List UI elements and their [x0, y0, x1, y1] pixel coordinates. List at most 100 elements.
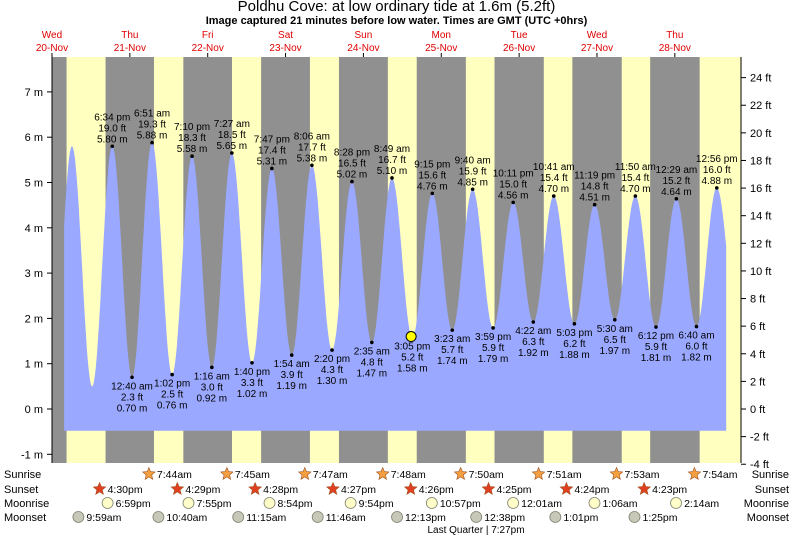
low-tide-label: 1.19 m	[276, 381, 307, 392]
sunrise-star-icon	[687, 466, 702, 480]
moonrise-row-label-left: Moonrise	[4, 498, 49, 510]
high-tide-label: 18.5 ft	[218, 130, 246, 141]
high-tide-label: 15.4 ft	[621, 173, 649, 184]
sunrise-row-label-right: Sunrise	[752, 469, 789, 481]
low-tide-label: 1:02 pm	[154, 379, 190, 390]
y-right-tick-label: 12 ft	[750, 238, 771, 250]
day-date-label: 24-Nov	[347, 43, 379, 54]
high-tide-marker	[150, 140, 154, 145]
moon-phase-label: Last Quarter | 7:27pm	[427, 525, 524, 536]
moonset-time: 12:13pm	[405, 512, 446, 524]
moonrise-time: 1:06am	[602, 498, 637, 510]
high-tide-marker	[430, 191, 435, 196]
low-tide-marker	[613, 317, 617, 322]
sunset-star-icon	[481, 481, 496, 495]
day-weekday-label: Fri	[202, 30, 214, 41]
moonrise-moon-icon	[344, 497, 357, 509]
high-tide-label: 4.88 m	[701, 176, 732, 187]
high-tide-label: 11:19 pm	[574, 171, 615, 182]
low-tide-label: 3:23 am	[434, 334, 470, 345]
day-date-label: 26-Nov	[503, 43, 535, 54]
low-tide-label: 5:30 am	[597, 324, 633, 335]
sunrise-time: 7:48am	[391, 469, 426, 481]
high-tide-label: 19.3 ft	[138, 120, 166, 131]
day-date-label: 21-Nov	[114, 43, 146, 54]
low-tide-label: 1.58 m	[397, 363, 428, 374]
high-tide-label: 4.56 m	[498, 190, 529, 201]
low-tide-label: 3.3 ft	[241, 378, 263, 389]
high-tide-label: 15.0 ft	[499, 179, 527, 190]
high-tide-label: 4.76 m	[417, 181, 448, 192]
high-tide-label: 11:50 am	[615, 162, 656, 173]
sunrise-time: 7:53am	[625, 469, 660, 481]
y-right-tick-label: 14 ft	[750, 211, 771, 223]
moonrise-moon-icon	[263, 497, 276, 509]
high-tide-marker	[230, 151, 234, 155]
sunset-star-icon	[326, 481, 340, 495]
sunset-star-icon	[403, 481, 418, 495]
sunrise-star-icon	[531, 466, 546, 480]
high-tide-label: 5.65 m	[217, 141, 248, 152]
sunrise-row-label-left: Sunrise	[4, 469, 41, 481]
high-tide-label: 7:47 pm	[254, 134, 290, 145]
night-band	[52, 57, 67, 463]
low-tide-label: 3:59 pm	[475, 332, 511, 343]
moonrise-row-label-right: Moonrise	[744, 498, 789, 510]
high-tide-marker	[714, 186, 719, 190]
high-tide-marker	[390, 176, 394, 180]
y-left-tick-label: 0 m	[25, 404, 43, 416]
moonrise-moon-icon	[425, 497, 438, 509]
moonrise-time: 10:57pm	[440, 498, 481, 510]
low-tide-label: 6:12 pm	[638, 331, 674, 342]
moonset-time: 12:38pm	[484, 512, 525, 524]
high-tide-label: 14.8 ft	[581, 182, 609, 193]
moonset-moon-icon	[628, 511, 641, 523]
high-tide-label: 5.58 m	[177, 144, 208, 155]
sunset-row-label-right: Sunset	[755, 484, 789, 496]
low-tide-label: 1.74 m	[437, 356, 468, 367]
low-tide-label: 1.82 m	[681, 353, 712, 364]
day-weekday-label: Tue	[511, 30, 528, 41]
sunset-time: 4:28pm	[263, 484, 298, 496]
sunrise-star-icon	[453, 466, 468, 480]
high-tide-marker	[350, 179, 354, 184]
y-right-tick-label: 22 ft	[750, 100, 771, 112]
low-tide-marker	[531, 320, 536, 324]
sunset-time: 4:27pm	[341, 484, 376, 496]
y-left-tick-label: -1 m	[21, 449, 43, 461]
high-tide-label: 7:10 pm	[174, 122, 210, 133]
high-tide-label: 8:49 am	[374, 144, 410, 155]
low-tide-label: 4:22 am	[515, 326, 551, 337]
moonset-time: 9:59am	[86, 512, 121, 524]
moonrise-time: 6:59pm	[116, 498, 151, 510]
y-right-tick-label: 18 ft	[750, 155, 771, 167]
moonrise-time: 8:54pm	[278, 498, 313, 510]
low-tide-label: 4.8 ft	[361, 357, 383, 368]
sunset-time: 4:29pm	[185, 484, 220, 496]
low-tide-label: 2.3 ft	[121, 392, 143, 403]
high-tide-label: 5.88 m	[137, 131, 168, 142]
moonrise-moon-icon	[182, 497, 195, 509]
sunrise-time: 7:54am	[702, 469, 737, 481]
sunset-star-icon	[170, 481, 185, 495]
low-tide-label: 1.88 m	[559, 350, 590, 361]
y-right-tick-label: -4 ft	[750, 459, 769, 471]
high-tide-label: 7:27 am	[214, 119, 250, 130]
low-tide-label: 1.30 m	[317, 376, 348, 387]
low-tide-marker	[694, 324, 699, 329]
y-right-tick-label: 2 ft	[750, 376, 765, 388]
low-tide-label: 0.92 m	[197, 393, 228, 404]
low-tide-marker	[250, 360, 254, 365]
low-tide-label: 1.47 m	[357, 368, 388, 379]
high-tide-marker	[110, 144, 115, 149]
high-tide-label: 6:51 am	[134, 109, 170, 120]
sunset-time: 4:30pm	[108, 484, 143, 496]
low-tide-label: 1.79 m	[478, 354, 509, 365]
high-tide-label: 15.6 ft	[418, 170, 446, 181]
y-left-tick-label: 4 m	[25, 223, 43, 235]
y-left-tick-label: 5 m	[25, 178, 43, 190]
low-tide-label: 1.97 m	[600, 346, 631, 357]
low-tide-marker	[289, 353, 294, 357]
low-tide-label: 6.0 ft	[685, 342, 707, 353]
sunrise-star-icon	[141, 466, 156, 480]
